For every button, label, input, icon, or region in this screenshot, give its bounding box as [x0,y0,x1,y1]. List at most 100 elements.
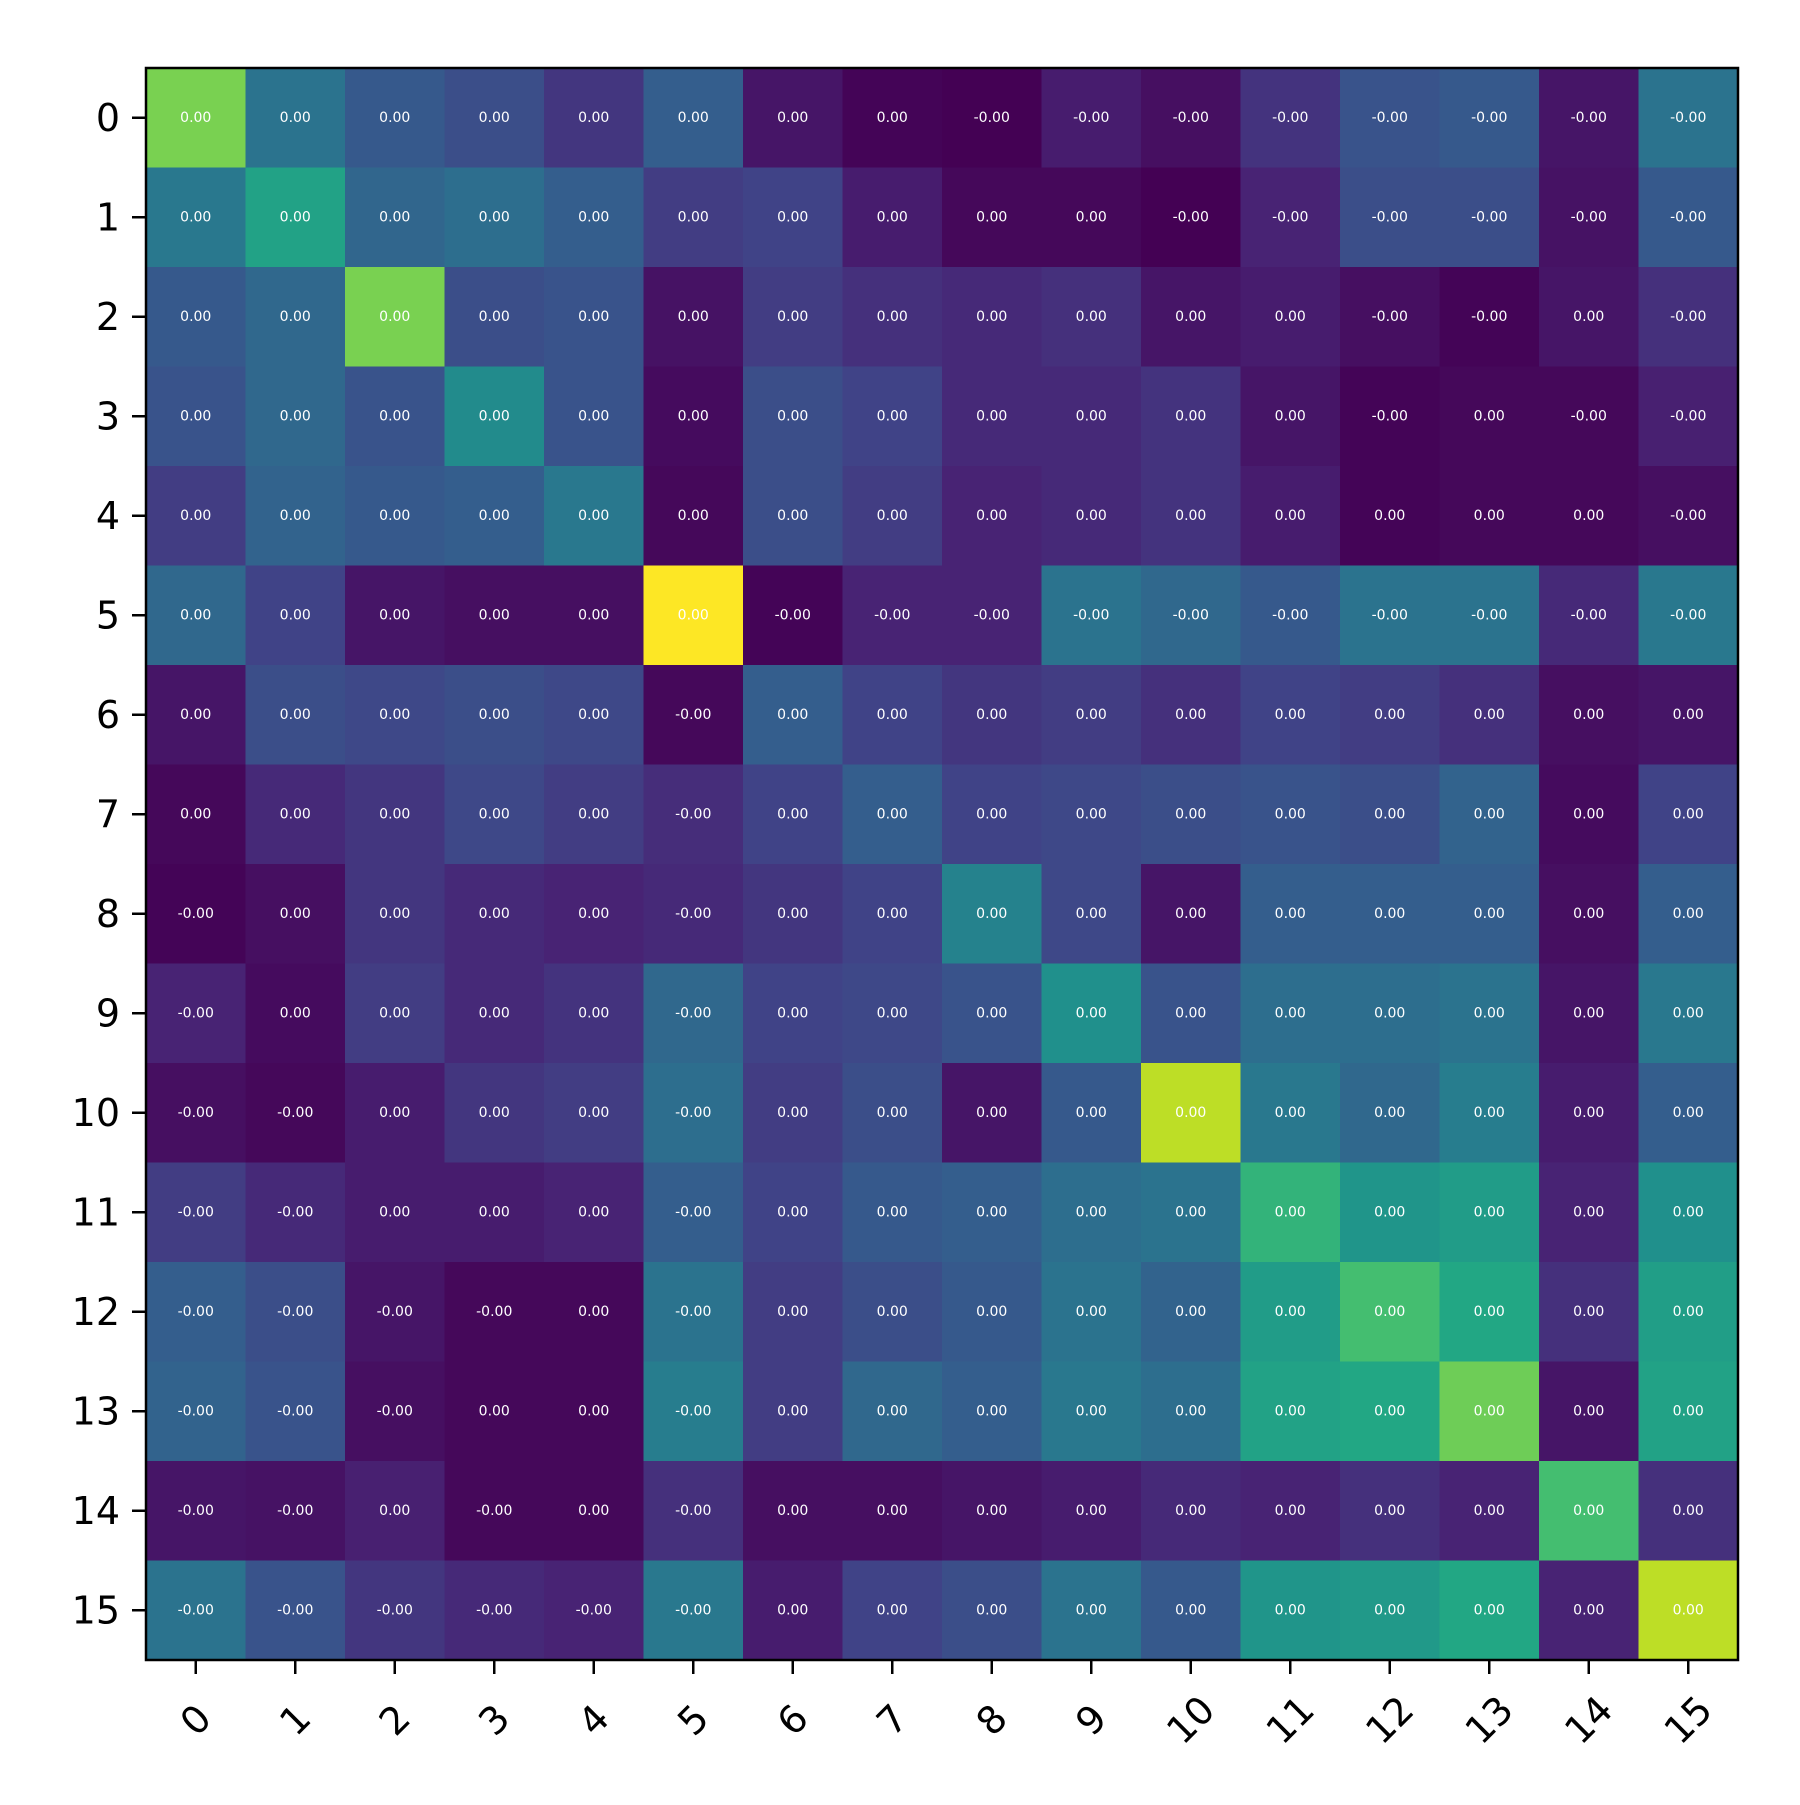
cell-value-label: 0.00 [678,209,709,225]
heatmap-cell-r12-c10 [1141,1262,1242,1363]
cell-value-label: 0.00 [1175,906,1206,922]
cell-value-label: 0.00 [1673,1503,1704,1519]
y-tick-label: 7 [96,792,120,836]
heatmap-cell-r5-c1 [245,565,346,666]
cell-value-label: 0.00 [976,906,1007,922]
cell-value-label: 0.00 [1573,1005,1604,1021]
cell-value-label: 0.00 [1076,1105,1107,1121]
heatmap-cell-r1-c1 [245,167,346,268]
cell-value-label: 0.00 [1573,508,1604,524]
cell-value-label: -0.00 [277,1304,313,1320]
heatmap-cell-r2-c4 [544,267,645,368]
cell-value-label: 0.00 [280,408,311,424]
cell-value-label: 0.00 [1673,1602,1704,1618]
heatmap-cell-r13-c2 [345,1361,446,1462]
heatmap-cell-r3-c0 [146,366,247,467]
cell-value-label: 0.00 [1076,906,1107,922]
cell-value-label: 0.00 [678,309,709,325]
cell-value-label: 0.00 [777,110,808,126]
cell-value-label: 0.00 [1275,906,1306,922]
cell-value-label: -0.00 [1073,607,1109,623]
heatmap-cell-r15-c14 [1539,1560,1640,1661]
heatmap-cell-r9-c10 [1141,963,1242,1064]
heatmap-cell-r9-c1 [245,963,346,1064]
heatmap-cell-r3-c11 [1240,366,1341,467]
cell-value-label: 0.00 [479,110,510,126]
cell-value-label: 0.00 [578,209,609,225]
heatmap-cell-r12-c3 [444,1262,545,1363]
heatmap-cell-r6-c0 [146,665,247,766]
cell-value-label: 0.00 [1573,906,1604,922]
heatmap-cell-r13-c3 [444,1361,545,1462]
cell-value-label: 0.00 [1275,707,1306,723]
cell-value-label: 0.00 [1076,508,1107,524]
heatmap-cell-r9-c0 [146,963,247,1064]
cell-value-label: 0.00 [1374,707,1405,723]
cell-value-label: 0.00 [1175,1602,1206,1618]
cell-value-label: 0.00 [1275,1503,1306,1519]
heatmap-cell-r10-c15 [1638,1063,1739,1164]
heatmap-cell-r14-c2 [345,1461,446,1562]
cell-value-label: 0.00 [777,209,808,225]
heatmap-cell-r8-c10 [1141,864,1242,965]
heatmap-cell-r7-c9 [1041,764,1142,865]
cell-value-label: 0.00 [777,408,808,424]
heatmap-cell-r6-c4 [544,665,645,766]
heatmap-cell-r10-c4 [544,1063,645,1164]
cell-value-label: 0.00 [1474,707,1505,723]
x-tick-label: 13 [1457,1687,1522,1752]
cell-value-label: 0.00 [1374,1005,1405,1021]
cell-value-label: 0.00 [777,1105,808,1121]
heatmap-cell-r5-c3 [444,565,545,666]
heatmap-cell-r1-c11 [1240,167,1341,268]
cell-value-label: 0.00 [1175,1304,1206,1320]
cell-value-label: -0.00 [675,1304,711,1320]
cell-value-label: -0.00 [1372,110,1408,126]
heatmap-cell-r1-c6 [743,167,844,268]
heatmap-cell-r7-c10 [1141,764,1242,865]
x-tick-label: 14 [1556,1687,1621,1752]
heatmap-cell-r4-c0 [146,466,247,567]
cell-value-label: 0.00 [379,110,410,126]
heatmap-cell-r6-c6 [743,665,844,766]
heatmap-cell-r15-c0 [146,1560,247,1661]
heatmap-cell-r1-c9 [1041,167,1142,268]
cell-value-label: 0.00 [280,707,311,723]
cell-value-label: -0.00 [178,1403,214,1419]
heatmap-cell-r14-c12 [1340,1461,1441,1562]
cell-value-label: 0.00 [1573,707,1604,723]
cell-value-label: 0.00 [1076,806,1107,822]
cell-value-label: 0.00 [877,1403,908,1419]
y-tick-label: 9 [96,991,120,1035]
cell-value-label: 0.00 [379,408,410,424]
heatmap-cell-r2-c0 [146,267,247,368]
heatmap-cell-r0-c3 [444,68,545,169]
heatmap-cell-r15-c15 [1638,1560,1739,1661]
cell-value-label: -0.00 [675,1204,711,1220]
cell-value-label: 0.00 [1474,508,1505,524]
heatmap-cell-r11-c15 [1638,1162,1739,1263]
cell-value-label: 0.00 [578,408,609,424]
heatmap-cell-r3-c14 [1539,366,1640,467]
cell-value-label: 0.00 [479,607,510,623]
cell-value-label: -0.00 [675,1105,711,1121]
cell-value-label: -0.00 [675,1602,711,1618]
heatmap-cell-r10-c10 [1141,1063,1242,1164]
cell-value-label: 0.00 [976,309,1007,325]
heatmap-cell-r3-c8 [942,366,1043,467]
cell-value-label: 0.00 [578,806,609,822]
cell-value-label: 0.00 [976,408,1007,424]
heatmap-cell-r5-c4 [544,565,645,666]
cell-value-label: 0.00 [877,110,908,126]
y-tick-label: 10 [72,1091,120,1135]
cell-value-label: -0.00 [178,1204,214,1220]
heatmap-cell-r1-c15 [1638,167,1739,268]
heatmap-cell-r10-c9 [1041,1063,1142,1164]
cell-value-label: 0.00 [578,1304,609,1320]
cell-value-label: -0.00 [178,906,214,922]
heatmap-cell-r4-c5 [643,466,744,567]
heatmap-cell-r0-c10 [1141,68,1242,169]
cell-value-label: -0.00 [576,1602,612,1618]
cell-value-label: 0.00 [877,1503,908,1519]
heatmap-cell-r4-c6 [743,466,844,567]
